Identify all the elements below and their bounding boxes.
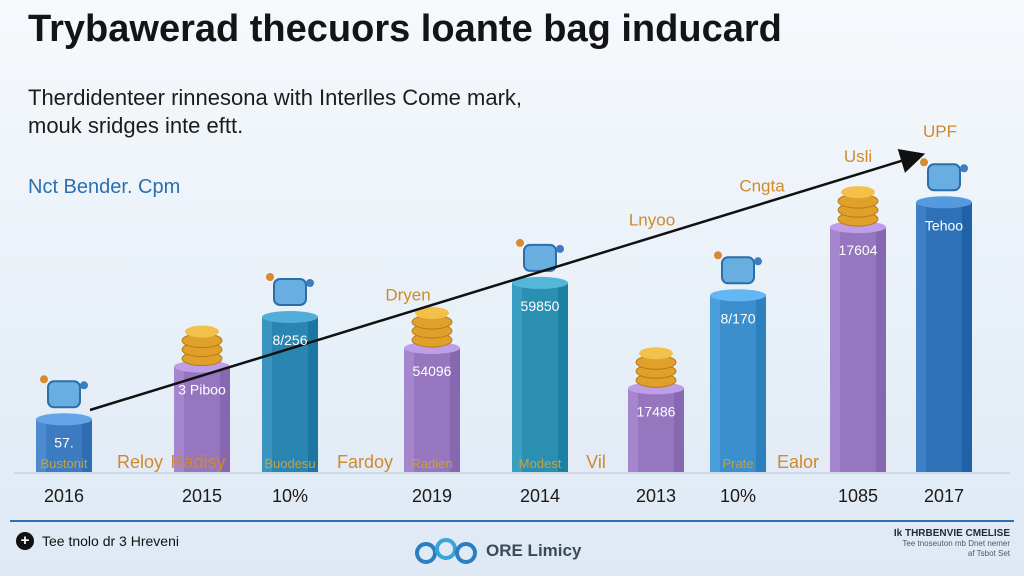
gear-icon <box>714 251 722 260</box>
bar-highlight <box>262 317 272 472</box>
bar-highlight <box>710 295 720 472</box>
device-icon <box>523 243 557 272</box>
between-label: Radisy <box>170 452 225 472</box>
bar-highlight <box>36 419 46 472</box>
bar-shade <box>220 366 230 472</box>
x-tick-label: 2014 <box>520 486 560 506</box>
bar-value-label: Tehoo <box>925 217 963 233</box>
bar-top <box>262 311 318 323</box>
bar-base-label: Prate <box>722 456 753 471</box>
bar-value-label: 59850 <box>521 298 560 314</box>
coin-icon <box>415 307 449 319</box>
bar-shade <box>756 295 766 472</box>
device-icon <box>927 163 961 192</box>
bar-highlight <box>404 348 414 472</box>
gear-icon <box>40 375 48 384</box>
bar-value-label: 8/256 <box>272 332 307 348</box>
footer-credits: Ik THRBENVIE CMELISE Tee tnoseuton mb Dn… <box>894 528 1010 559</box>
gear-icon <box>266 273 274 281</box>
credits-line-1: Tee tnoseuton mb Dnet nemer <box>902 539 1010 548</box>
trend-label: Lnyoo <box>629 210 675 229</box>
gear-icon <box>960 164 968 173</box>
device-icon <box>721 256 755 285</box>
bar-chart: 57. Bustonit 2016 3 Piboo 2015 8/256 Buodesu 10… <box>14 122 1010 506</box>
coin-icon <box>841 186 875 199</box>
bar-shade <box>876 227 886 472</box>
device-icon <box>273 278 307 306</box>
brand-logo-icon <box>415 538 477 564</box>
gear-icon <box>556 244 564 253</box>
source-label: Nct Bender. Cpm <box>28 176 181 198</box>
bar-base-label: Radien <box>411 456 452 471</box>
bar-base-label: Bustonit <box>41 456 88 471</box>
bar-highlight <box>174 366 184 472</box>
bar-shade <box>674 388 684 472</box>
coin-icon <box>639 347 673 360</box>
bar-shade <box>82 419 92 472</box>
bar-highlight <box>628 388 638 472</box>
x-tick-label: 2013 <box>636 486 676 506</box>
gear-icon <box>920 158 928 167</box>
bar-shade <box>558 282 568 472</box>
bar-value-label: 17604 <box>839 242 878 258</box>
trend-label: Usli <box>844 147 872 166</box>
gear-icon <box>516 238 524 247</box>
bar-value-label: 57. <box>54 434 73 450</box>
trend-label: UPF <box>923 122 957 141</box>
brand-name: ORE Limicy <box>486 541 582 560</box>
subtitle-line-1: Therdidenteer rinnesona with Interlles C… <box>28 85 523 110</box>
x-tick-label: 1085 <box>838 486 878 506</box>
x-tick-label: 10% <box>272 486 308 506</box>
between-label: Fardoy <box>337 452 393 472</box>
trend-arrow <box>89 148 926 412</box>
x-tick-label: 2015 <box>182 486 222 506</box>
between-label: Ealor <box>777 452 819 472</box>
bar-top <box>512 276 568 289</box>
coin-icon <box>185 325 219 338</box>
bar-highlight <box>512 282 522 472</box>
credits-title: Ik THRBENVIE CMELISE <box>893 528 1010 539</box>
credits-line-2: af Tsbot Set <box>967 549 1010 558</box>
bar-value-label: 8/170 <box>720 310 755 326</box>
footer-note: Tee tnolo dr 3 Hreveni <box>42 533 179 549</box>
bar-highlight <box>916 202 926 473</box>
bar-base-label: Modest <box>519 456 562 471</box>
subtitle: Therdidenteer rinnesona with Interlles C… <box>28 84 522 140</box>
x-tick-label: 10% <box>720 486 756 506</box>
bar-shade <box>450 348 460 472</box>
device-icon <box>47 380 81 409</box>
x-tick-label: 2016 <box>44 486 84 506</box>
x-tick-label: 2019 <box>412 486 452 506</box>
bar-shade <box>308 317 318 472</box>
x-tick-label: 2017 <box>924 486 964 506</box>
trend-label: Cngta <box>739 177 785 196</box>
bar-highlight <box>830 227 840 472</box>
bar-top <box>916 196 972 209</box>
bar-shade <box>962 202 972 473</box>
bar-value-label: 3 Piboo <box>178 382 226 398</box>
bar-base-label: Buodesu <box>264 456 315 471</box>
footer-divider <box>10 520 1014 522</box>
page-title: Trybawerad thecuors loante bag inducard <box>28 8 782 50</box>
between-label: Vil <box>586 452 606 472</box>
subtitle-line-2: mouk sridges inte eftt. <box>28 113 244 138</box>
bar-top <box>36 413 92 426</box>
brand: ORE Limicy <box>414 536 581 566</box>
between-label: Reloy <box>117 452 163 472</box>
bar-value-label: 54096 <box>413 363 452 379</box>
bar-top <box>710 289 766 302</box>
gear-icon <box>80 381 88 390</box>
trend-label: Dryen <box>385 285 430 304</box>
bar-value-label: 17486 <box>637 403 676 419</box>
footer-note-group: + Tee tnolo dr 3 Hreveni <box>16 532 179 550</box>
add-icon[interactable]: + <box>16 532 34 550</box>
gear-icon <box>306 279 314 287</box>
gear-icon <box>754 257 762 266</box>
